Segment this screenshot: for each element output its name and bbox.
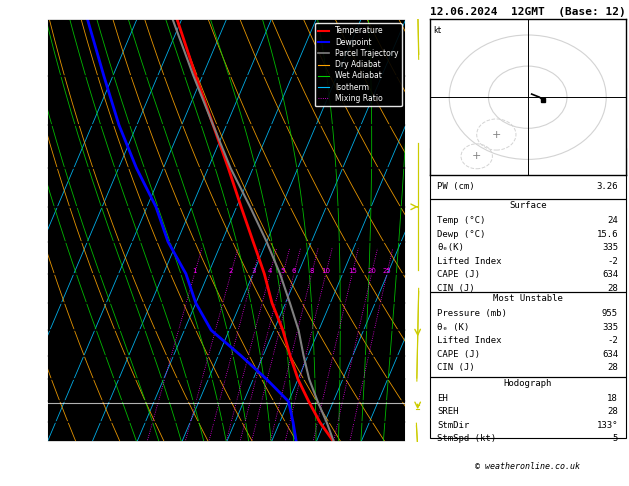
Text: 24: 24 [607,216,618,225]
Text: θₑ (K): θₑ (K) [437,323,470,331]
Text: 28: 28 [607,363,618,372]
Text: 634: 634 [602,270,618,279]
Text: Surface: Surface [509,201,547,210]
Text: EH: EH [437,394,448,402]
Bar [430,377,626,438]
Text: 47: 47 [607,168,618,176]
Text: Lifted Index: Lifted Index [437,336,502,345]
Text: 34: 34 [607,153,618,162]
Text: 15: 15 [348,268,357,274]
Text: 3.26: 3.26 [596,182,618,191]
Text: 28: 28 [607,407,618,416]
Text: 3: 3 [251,268,255,274]
Text: K: K [437,153,443,162]
Text: Pressure (mb): Pressure (mb) [437,309,508,318]
Bar [430,199,626,292]
Text: 5: 5 [281,268,285,274]
Text: StmSpd (kt): StmSpd (kt) [437,434,496,443]
Y-axis label: km
ASL: km ASL [430,221,445,241]
Text: 12.06.2024  12GMT  (Base: 12): 12.06.2024 12GMT (Base: 12) [430,7,626,17]
Text: CIN (J): CIN (J) [437,363,475,372]
Text: StmDir: StmDir [437,421,470,430]
Text: CAPE (J): CAPE (J) [437,270,481,279]
Text: 5: 5 [613,434,618,443]
Text: 8: 8 [309,268,314,274]
Text: +: + [492,130,501,139]
Text: 335: 335 [602,243,618,252]
Y-axis label: hPa: hPa [8,222,18,240]
Bar [430,148,626,199]
Text: -2: -2 [607,257,618,266]
Text: LCL: LCL [413,398,428,407]
Legend: Temperature, Dewpoint, Parcel Trajectory, Dry Adiabat, Wet Adiabat, Isotherm, Mi: Temperature, Dewpoint, Parcel Trajectory… [314,23,402,106]
Text: Totals Totals: Totals Totals [437,168,508,176]
Text: © weatheronline.co.uk: © weatheronline.co.uk [476,462,580,471]
Text: 133°: 133° [596,421,618,430]
Text: 2: 2 [229,268,233,274]
Text: 955: 955 [602,309,618,318]
Text: 10: 10 [321,268,330,274]
Text: 634: 634 [602,349,618,359]
Text: PW (cm): PW (cm) [437,182,475,191]
Text: +: + [472,151,481,161]
Text: Lifted Index: Lifted Index [437,257,502,266]
Text: Hodograph: Hodograph [504,379,552,388]
Text: Most Unstable: Most Unstable [493,295,563,303]
Text: CIN (J): CIN (J) [437,284,475,293]
Text: θₑ(K): θₑ(K) [437,243,464,252]
Text: 4: 4 [268,268,272,274]
Text: 18: 18 [607,394,618,402]
Bar [430,292,626,377]
Text: 44°13'N  43°06'E  522m  ASL: 44°13'N 43°06'E 522m ASL [47,9,225,18]
Text: 20: 20 [367,268,376,274]
Text: CAPE (J): CAPE (J) [437,349,481,359]
Text: 28: 28 [607,284,618,293]
X-axis label: Dewpoint / Temperature (°C): Dewpoint / Temperature (°C) [157,463,296,473]
Text: 15.6: 15.6 [596,229,618,239]
Text: Dewp (°C): Dewp (°C) [437,229,486,239]
Text: 25: 25 [382,268,391,274]
Text: SREH: SREH [437,407,459,416]
Text: 1: 1 [192,268,197,274]
Text: kt: kt [433,26,442,35]
Text: Temp (°C): Temp (°C) [437,216,486,225]
Text: 6: 6 [292,268,296,274]
Text: 335: 335 [602,323,618,331]
Text: -2: -2 [607,336,618,345]
